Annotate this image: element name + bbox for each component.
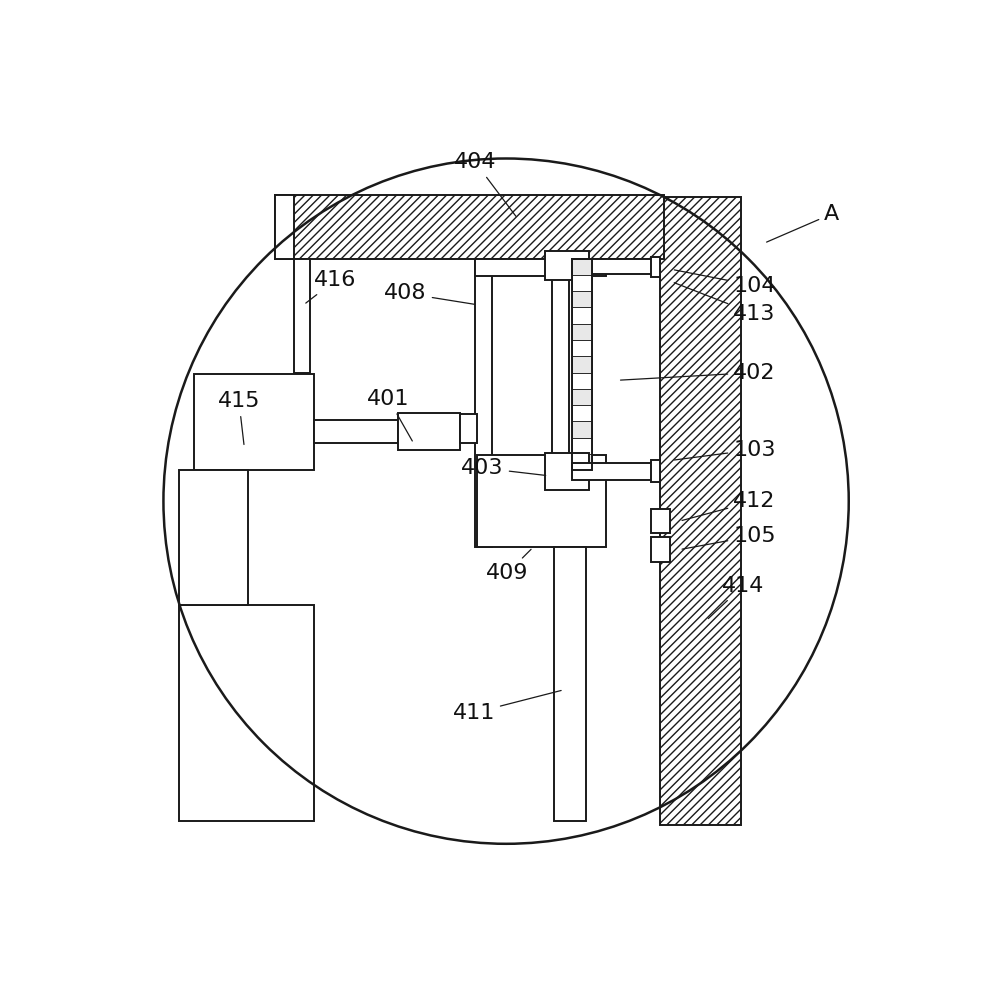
Bar [274,195,294,259]
Bar [571,463,659,480]
Text: 402: 402 [620,363,775,383]
Bar [476,455,605,547]
Bar [650,509,669,533]
Bar [554,547,585,821]
Bar [398,413,459,450]
Text: 413: 413 [674,283,775,324]
Bar [571,291,591,307]
Text: 415: 415 [218,391,259,444]
Text: 403: 403 [461,458,545,478]
Bar [544,251,588,280]
Bar [571,421,591,438]
Bar [544,453,588,490]
Bar [475,259,605,276]
Bar [571,324,591,340]
Bar [571,373,591,389]
Text: 408: 408 [384,283,474,304]
Bar [650,460,659,482]
Text: 401: 401 [367,389,412,441]
Bar [650,537,669,562]
Bar [571,389,591,405]
Bar [571,454,591,470]
Text: 104: 104 [674,270,775,296]
Bar [571,438,591,454]
Bar [313,420,398,443]
Text: A: A [765,204,839,242]
Bar [194,374,313,470]
Bar [294,259,309,373]
Bar [571,259,591,470]
Text: 412: 412 [681,491,775,520]
Bar [552,259,569,547]
Text: 105: 105 [681,526,775,549]
Bar [571,307,591,324]
Text: 103: 103 [674,440,775,460]
Bar [659,197,741,825]
Bar [571,275,591,291]
Text: 409: 409 [486,549,531,583]
Bar [459,414,476,443]
Bar [274,195,663,259]
Bar [571,405,591,421]
Text: 416: 416 [305,270,357,303]
Bar [571,356,591,373]
Text: 404: 404 [453,152,516,216]
Bar [571,259,591,275]
Text: 411: 411 [452,690,561,723]
Text: 414: 414 [708,576,763,619]
Bar [571,259,659,274]
Bar [475,259,492,547]
Bar [650,257,659,277]
Bar [571,340,591,356]
Bar [179,605,313,821]
Bar [179,470,248,605]
